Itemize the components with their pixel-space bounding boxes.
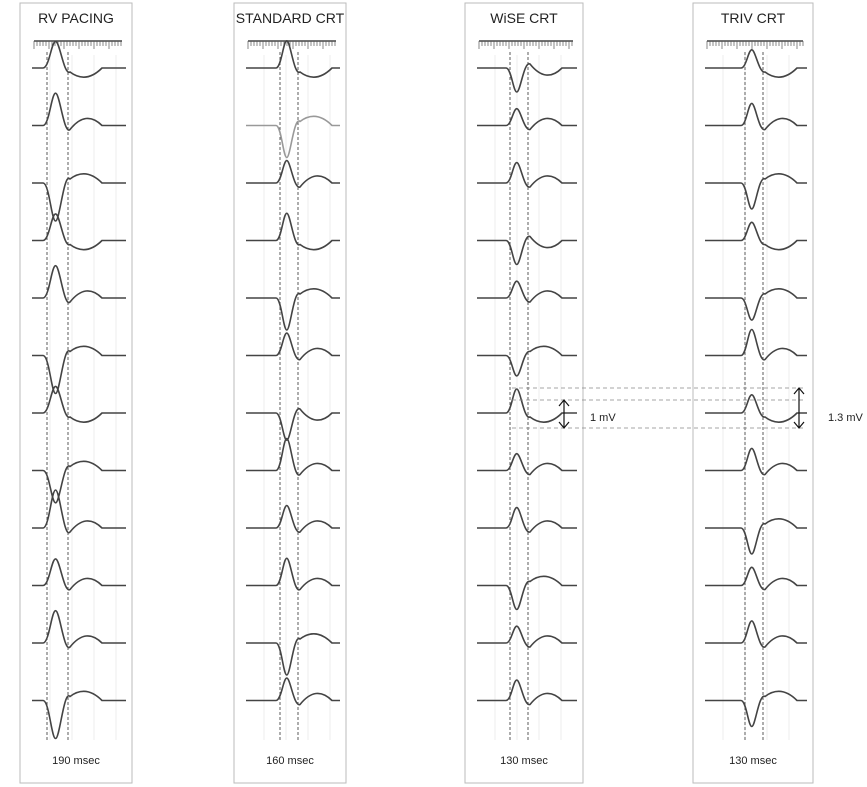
panel-title: RV PACING [38, 10, 114, 26]
panel-frame [465, 3, 583, 783]
panel-title: STANDARD CRT [236, 10, 345, 26]
panel-title: TRIV CRT [721, 10, 786, 26]
amplitude-label: 1 mV [590, 412, 616, 424]
duration-label: 130 msec [500, 755, 548, 767]
duration-label: 190 msec [52, 755, 100, 767]
ecg-figure: RV PACING 190 msec STANDARD CRT 160 msec WiS… [0, 0, 867, 787]
amplitude-label: 1.3 mV [828, 412, 864, 424]
panel-title: WiSE CRT [490, 10, 558, 26]
duration-label: 130 msec [729, 755, 777, 767]
page: RV PACING 190 msec STANDARD CRT 160 msec WiS… [0, 0, 867, 787]
duration-label: 160 msec [266, 755, 314, 767]
panel-frame [20, 3, 132, 783]
